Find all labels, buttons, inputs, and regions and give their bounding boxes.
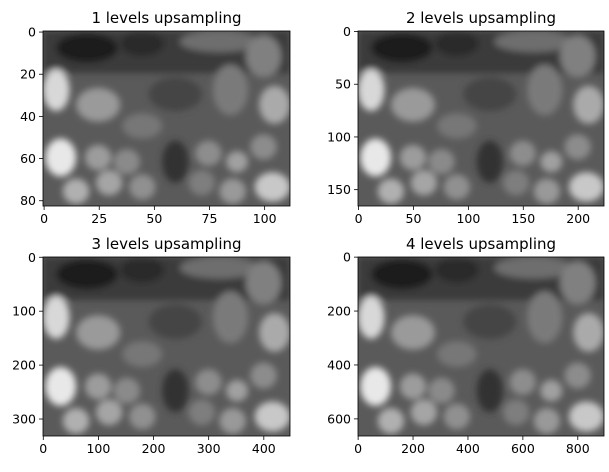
x-tick-label: 200 <box>401 441 425 456</box>
x-tick-label: 400 <box>252 441 276 456</box>
chart-title: 2 levels upsampling <box>406 9 556 27</box>
axes-frame <box>42 256 291 437</box>
axes-frame <box>357 30 605 207</box>
x-tick-label: 600 <box>511 441 535 456</box>
x-tick-label: 50 <box>406 211 422 226</box>
x-tick-label: 100 <box>456 211 480 226</box>
x-tick-label: 0 <box>39 441 47 456</box>
y-tick-label: 40 <box>20 109 36 124</box>
chart-title: 4 levels upsampling <box>406 235 556 253</box>
y-tick-label: 60 <box>20 151 36 166</box>
y-tick-label: 20 <box>20 67 36 82</box>
x-tick-label: 0 <box>354 441 362 456</box>
y-tick-label: 300 <box>12 412 36 427</box>
x-tick-label: 150 <box>511 211 535 226</box>
image <box>358 31 604 206</box>
chart-title: 3 levels upsampling <box>91 235 241 253</box>
y-tick-label: 200 <box>327 304 351 319</box>
x-tick-label: 100 <box>253 211 277 226</box>
x-tick-label: 0 <box>355 211 363 226</box>
y-tick-label: 80 <box>20 193 36 208</box>
x-tick-label: 25 <box>91 211 107 226</box>
axes-frame <box>357 256 605 437</box>
y-tick-label: 0 <box>28 25 36 40</box>
x-tick-label: 0 <box>40 211 48 226</box>
y-tick-label: 400 <box>327 357 351 372</box>
y-tick-label: 0 <box>28 250 36 265</box>
x-tick-label: 200 <box>142 441 166 456</box>
x-tick-label: 200 <box>566 211 590 226</box>
x-tick-label: 400 <box>456 441 480 456</box>
y-tick-label: 100 <box>327 129 351 144</box>
chart-title: 1 levels upsampling <box>91 9 241 27</box>
y-tick-label: 0 <box>343 250 351 265</box>
x-tick-label: 100 <box>86 441 110 456</box>
axes-frame <box>42 30 291 207</box>
image <box>43 31 290 206</box>
y-tick-label: 100 <box>12 304 36 319</box>
x-tick-label: 75 <box>202 211 218 226</box>
x-tick-label: 50 <box>146 211 162 226</box>
x-tick-label: 300 <box>197 441 221 456</box>
image <box>358 257 604 436</box>
y-tick-label: 200 <box>12 358 36 373</box>
y-tick-label: 600 <box>327 411 351 426</box>
image <box>43 257 290 436</box>
y-tick-label: 50 <box>335 77 351 92</box>
y-tick-label: 150 <box>327 182 351 197</box>
x-tick-label: 800 <box>566 441 590 456</box>
y-tick-label: 0 <box>343 24 351 39</box>
